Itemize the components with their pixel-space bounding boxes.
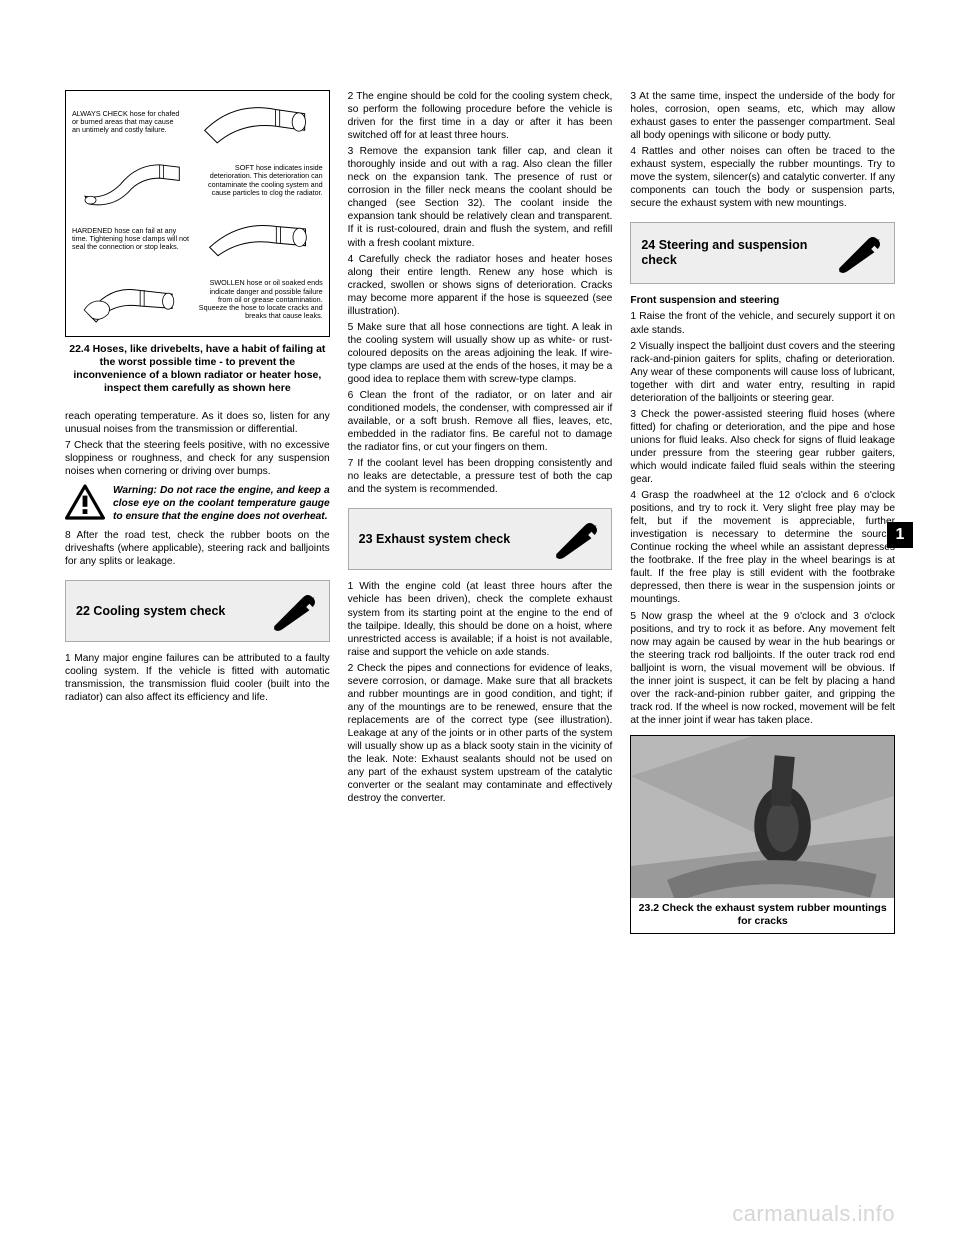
body-text: 3 Remove the expansion tank filler cap, …: [348, 145, 613, 249]
body-text: 8 After the road test, check the rubber …: [65, 529, 330, 568]
body-text: 7 If the coolant level has been dropping…: [348, 457, 613, 496]
hose-icon: [187, 97, 322, 147]
body-text: 3 Check the power-assisted steering flui…: [630, 408, 895, 486]
subheading: Front suspension and steering: [630, 294, 895, 307]
figure-22-4-caption: 22.4 Hoses, like drivebelts, have a habi…: [65, 343, 330, 396]
section-22-header: 22 Cooling system check: [65, 580, 330, 642]
section-24-header: 24 Steering and suspension check: [630, 222, 895, 284]
hose-icon: [72, 153, 192, 208]
figure-22-4: ALWAYS CHECK hose for chafed or burned a…: [65, 90, 330, 337]
body-text: 5 Now grasp the wheel at the 9 o'clock a…: [630, 610, 895, 727]
body-text: 7 Check that the steering feels positive…: [65, 439, 330, 478]
column-1: ALWAYS CHECK hose for chafed or burned a…: [65, 90, 330, 934]
column-3: 3 At the same time, inspect the undersid…: [630, 90, 895, 934]
figure-23-2-caption: 23.2 Check the exhaust system rubber mou…: [631, 898, 894, 933]
section-title: 22 Cooling system check: [76, 604, 225, 619]
section-title: 23 Exhaust system check: [359, 532, 510, 547]
body-text: 1 With the engine cold (at least three h…: [348, 580, 613, 658]
hose-illustration-2: SOFT hose indicates inside deterioration…: [72, 153, 323, 208]
body-text: 2 The engine should be cold for the cool…: [348, 90, 613, 142]
hose-icon: [197, 214, 322, 264]
body-text: 4 Carefully check the radiator hoses and…: [348, 253, 613, 318]
hose-illustration-4: SWOLLEN hose or oil soaked ends indicate…: [72, 270, 323, 330]
body-text: reach operating temperature. As it does …: [65, 410, 330, 436]
body-text: 1 Raise the front of the vehicle, and se…: [630, 310, 895, 336]
hose-caption-1: ALWAYS CHECK hose for chafed or burned a…: [72, 110, 181, 135]
hose-illustration-3: HARDENED hose can fail at any time. Tigh…: [72, 214, 323, 264]
body-text: 2 Check the pipes and connections for ev…: [348, 662, 613, 806]
hose-caption-3: HARDENED hose can fail at any time. Tigh…: [72, 227, 191, 252]
column-2: 2 The engine should be cold for the cool…: [348, 90, 613, 934]
exhaust-mounting-photo: [631, 736, 894, 898]
body-text: 6 Clean the front of the radiator, or on…: [348, 389, 613, 454]
page-side-tab: 1: [887, 522, 913, 548]
section-title: 24 Steering and suspension check: [641, 238, 821, 268]
three-column-layout: ALWAYS CHECK hose for chafed or burned a…: [65, 90, 895, 934]
section-23-header: 23 Exhaust system check: [348, 508, 613, 570]
warning-triangle-icon: [65, 484, 105, 520]
warning-text: Warning: Do not race the engine, and kee…: [113, 484, 330, 523]
body-text: 2 Visually inspect the balljoint dust co…: [630, 340, 895, 405]
body-text: 5 Make sure that all hose connections ar…: [348, 321, 613, 386]
figure-23-2: 23.2 Check the exhaust system rubber mou…: [630, 735, 895, 934]
hose-squeeze-icon: [72, 270, 192, 330]
hose-illustration-1: ALWAYS CHECK hose for chafed or burned a…: [72, 97, 323, 147]
watermark: carmanuals.info: [732, 1201, 895, 1227]
difficulty-wrench-icon: [553, 517, 601, 561]
difficulty-wrench-icon: [271, 589, 319, 633]
hose-caption-2: SOFT hose indicates inside deterioration…: [198, 164, 322, 197]
difficulty-wrench-icon: [836, 231, 884, 275]
body-text: 4 Rattles and other noises can often be …: [630, 145, 895, 210]
body-text: 3 At the same time, inspect the undersid…: [630, 90, 895, 142]
body-text: 1 Many major engine failures can be attr…: [65, 652, 330, 704]
body-text: 4 Grasp the roadwheel at the 12 o'clock …: [630, 489, 895, 606]
warning-block: Warning: Do not race the engine, and kee…: [65, 484, 330, 523]
page-content: ALWAYS CHECK hose for chafed or burned a…: [0, 0, 960, 994]
hose-caption-4: SWOLLEN hose or oil soaked ends indicate…: [198, 279, 322, 320]
